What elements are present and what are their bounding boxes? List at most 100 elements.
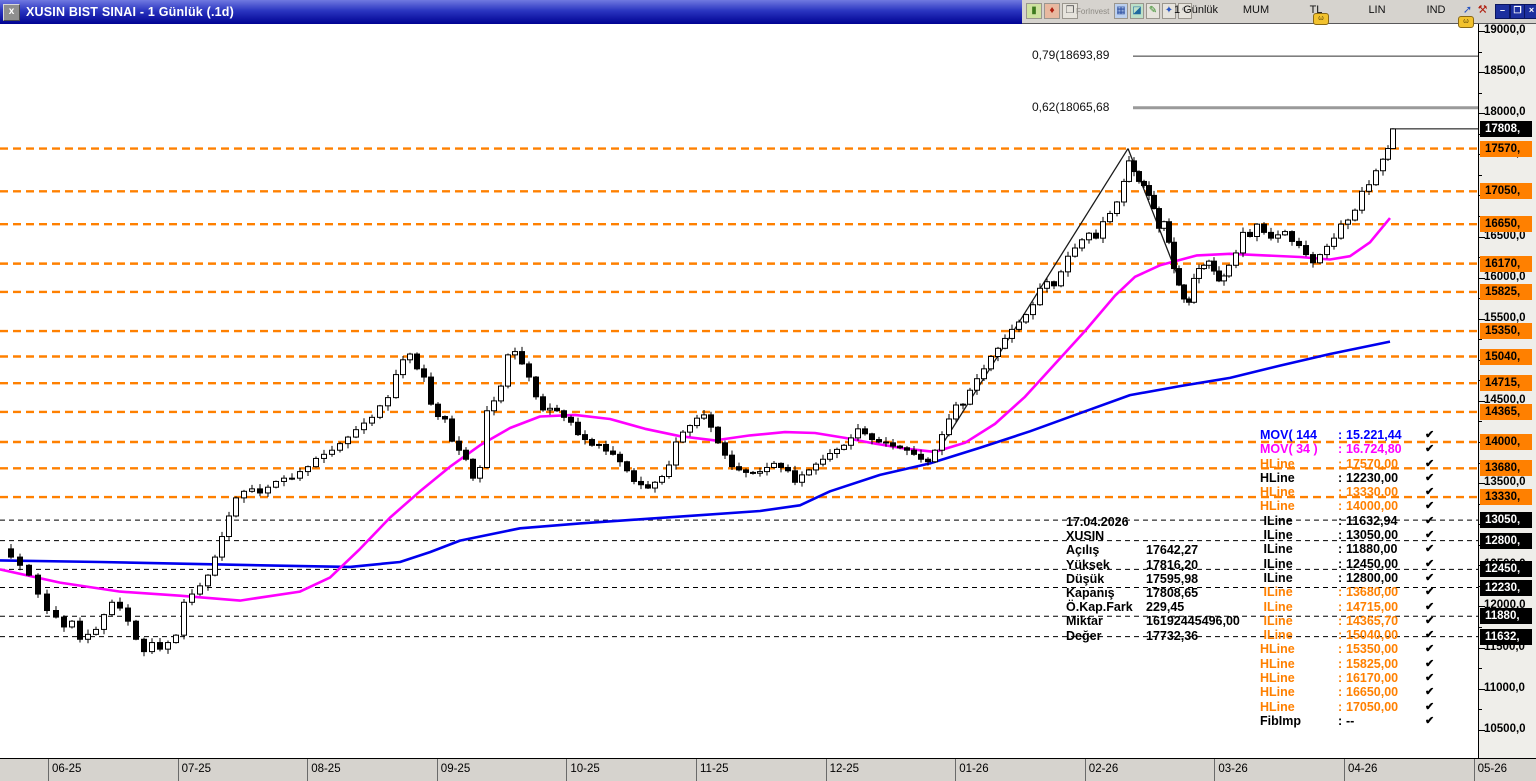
legend-row[interactable]: ILine:11632,94 ✔: [1260, 514, 1438, 528]
legend-colon: :: [1338, 570, 1343, 585]
legend-row[interactable]: HLine:15350,00 ✔: [1260, 642, 1438, 656]
indicator-legend: MOV( 144:15.221,44 ✔ MOV( 34 ):16.724,80 ✔ H…: [1260, 428, 1438, 728]
chart-lock-icon[interactable]: ω: [1313, 13, 1329, 25]
legend-row[interactable]: ILine:12800,00 ✔: [1260, 571, 1438, 585]
axis-lock-icon[interactable]: ω: [1458, 16, 1474, 28]
edit-check-icon[interactable]: ✔: [1425, 600, 1435, 613]
candle-body: [1201, 264, 1207, 270]
matrix-grid-icon[interactable]: ▦: [1114, 3, 1128, 19]
edit-check-icon[interactable]: ✔: [1425, 571, 1435, 584]
legend-name: MOV( 34 ): [1260, 442, 1318, 457]
candle-body: [533, 376, 539, 398]
price-badge-orange: 16650,: [1480, 216, 1532, 233]
draw-pencil-icon[interactable]: ✎: [1146, 3, 1160, 19]
candle-body: [1058, 271, 1064, 287]
edit-check-icon[interactable]: ✔: [1425, 543, 1435, 556]
edit-check-icon[interactable]: ✔: [1425, 686, 1435, 699]
axis-label: 11000,0: [1484, 681, 1525, 694]
legend-row[interactable]: HLine:16170,00 ✔: [1260, 671, 1438, 685]
edit-check-icon[interactable]: ✔: [1425, 700, 1435, 713]
candle-body: [617, 453, 623, 463]
period-selector[interactable]: 1 Günlük: [1173, 4, 1219, 16]
candlestick-tool-icon[interactable]: ▮: [1026, 3, 1042, 19]
edit-check-icon[interactable]: ✔: [1425, 443, 1435, 456]
legend-row[interactable]: HLine:17570,00 ✔: [1260, 457, 1438, 471]
info-label: Düşük: [1066, 571, 1105, 586]
legend-row[interactable]: FibImp: -- ✔: [1260, 714, 1438, 728]
menu-item-lin[interactable]: LIN: [1368, 4, 1386, 16]
legend-row[interactable]: HLine:13330,00 ✔: [1260, 485, 1438, 499]
legend-value: 16.724,80: [1346, 442, 1402, 457]
edit-check-icon[interactable]: ✔: [1425, 643, 1435, 656]
edit-check-icon[interactable]: ✔: [1425, 471, 1435, 484]
legend-row[interactable]: HLine:12230,00 ✔: [1260, 471, 1438, 485]
legend-row[interactable]: ILine:15040,00 ✔: [1260, 628, 1438, 642]
window-restore-icon[interactable]: ❐: [1062, 3, 1078, 19]
candle-body: [813, 463, 819, 471]
minimize-button[interactable]: –: [1495, 4, 1510, 19]
edit-check-icon[interactable]: ✔: [1425, 672, 1435, 685]
edit-check-icon[interactable]: ✔: [1425, 714, 1435, 727]
candle-body: [1044, 281, 1050, 289]
candle-body: [125, 607, 131, 622]
edit-check-icon[interactable]: ✔: [1425, 557, 1435, 570]
candle-body: [827, 453, 833, 460]
zigzag-tool-icon[interactable]: ∿: [1178, 3, 1192, 19]
edit-check-icon[interactable]: ✔: [1425, 614, 1435, 627]
fib-label-1: 0,79(18693,89: [1032, 48, 1110, 63]
legend-name: ILine: [1260, 585, 1293, 600]
candle-body: [1289, 231, 1295, 242]
candle-body: [17, 556, 23, 566]
edit-check-icon[interactable]: ✔: [1425, 457, 1435, 470]
menu-item-mum[interactable]: MUM: [1242, 4, 1270, 16]
edit-check-icon[interactable]: ✔: [1425, 429, 1435, 441]
price-axis[interactable]: 19000,018500,018000,017500,017000,016500…: [1478, 24, 1536, 758]
share-arrow-icon[interactable]: ➚: [1462, 4, 1473, 16]
legend-row[interactable]: ILine:11880,00 ✔: [1260, 542, 1438, 556]
edit-check-icon[interactable]: ✔: [1425, 500, 1435, 513]
legend-row[interactable]: ILine:13680,00 ✔: [1260, 585, 1438, 599]
legend-row[interactable]: ILine:14715,00 ✔: [1260, 600, 1438, 614]
legend-row[interactable]: MOV( 144:15.221,44 ✔: [1260, 428, 1438, 442]
alarm-tool-icon[interactable]: ♦: [1044, 3, 1060, 19]
title-close-icon[interactable]: x: [3, 3, 20, 21]
candle-body: [1345, 219, 1351, 225]
legend-row[interactable]: HLine:14000,00 ✔: [1260, 499, 1438, 513]
menu-item-ind[interactable]: IND: [1426, 4, 1446, 16]
legend-colon: :: [1338, 499, 1343, 514]
legend-row[interactable]: HLine:16650,00 ✔: [1260, 685, 1438, 699]
legend-row[interactable]: ILine:12450,00 ✔: [1260, 557, 1438, 571]
restore-button[interactable]: ❐: [1510, 4, 1525, 19]
edit-check-icon[interactable]: ✔: [1425, 657, 1435, 670]
price-badge-orange: 15040,: [1480, 348, 1532, 365]
time-axis[interactable]: 06-25 07-25 08-25 09-25 10-25 11-25 12-25 01-26…: [0, 758, 1536, 781]
info-value: 17642,27: [1146, 543, 1199, 558]
legend-value: 17050,00: [1346, 699, 1399, 714]
edit-check-icon[interactable]: ✔: [1425, 629, 1435, 642]
legend-row[interactable]: HLine:17050,00 ✔: [1260, 700, 1438, 714]
candle-body: [414, 353, 420, 370]
edit-check-icon[interactable]: ✔: [1425, 586, 1435, 599]
price-badge-orange: 14000,: [1480, 434, 1532, 450]
settings-tools-icon[interactable]: ⚒: [1477, 4, 1488, 16]
chart-plot-area[interactable]: 0,79(18693,89 0,62(18065,68 MOV( 144:15.2…: [0, 24, 1478, 758]
compass-tool-icon[interactable]: ✦: [1162, 3, 1176, 19]
close-button[interactable]: ×: [1524, 4, 1536, 19]
edit-check-icon[interactable]: ✔: [1425, 514, 1435, 527]
legend-value: 14000,00: [1346, 499, 1399, 514]
candle-body: [273, 480, 279, 488]
legend-row[interactable]: ILine:13050,00 ✔: [1260, 528, 1438, 542]
legend-row[interactable]: HLine:15825,00 ✔: [1260, 657, 1438, 671]
candle-body: [1390, 128, 1396, 150]
legend-name: HLine: [1260, 499, 1295, 514]
legend-row[interactable]: ILine:14365,70 ✔: [1260, 614, 1438, 628]
edit-check-icon[interactable]: ✔: [1425, 486, 1435, 499]
legend-value: 14715,00: [1346, 599, 1399, 614]
candle-body: [1296, 240, 1302, 247]
legend-row[interactable]: MOV( 34 ):16.724,80 ✔: [1260, 442, 1438, 456]
chart-view-icon[interactable]: ◪: [1130, 3, 1144, 19]
candle-body: [582, 434, 588, 441]
candle-body: [1275, 234, 1281, 239]
axis-tick: [1479, 92, 1482, 94]
edit-check-icon[interactable]: ✔: [1425, 529, 1435, 542]
